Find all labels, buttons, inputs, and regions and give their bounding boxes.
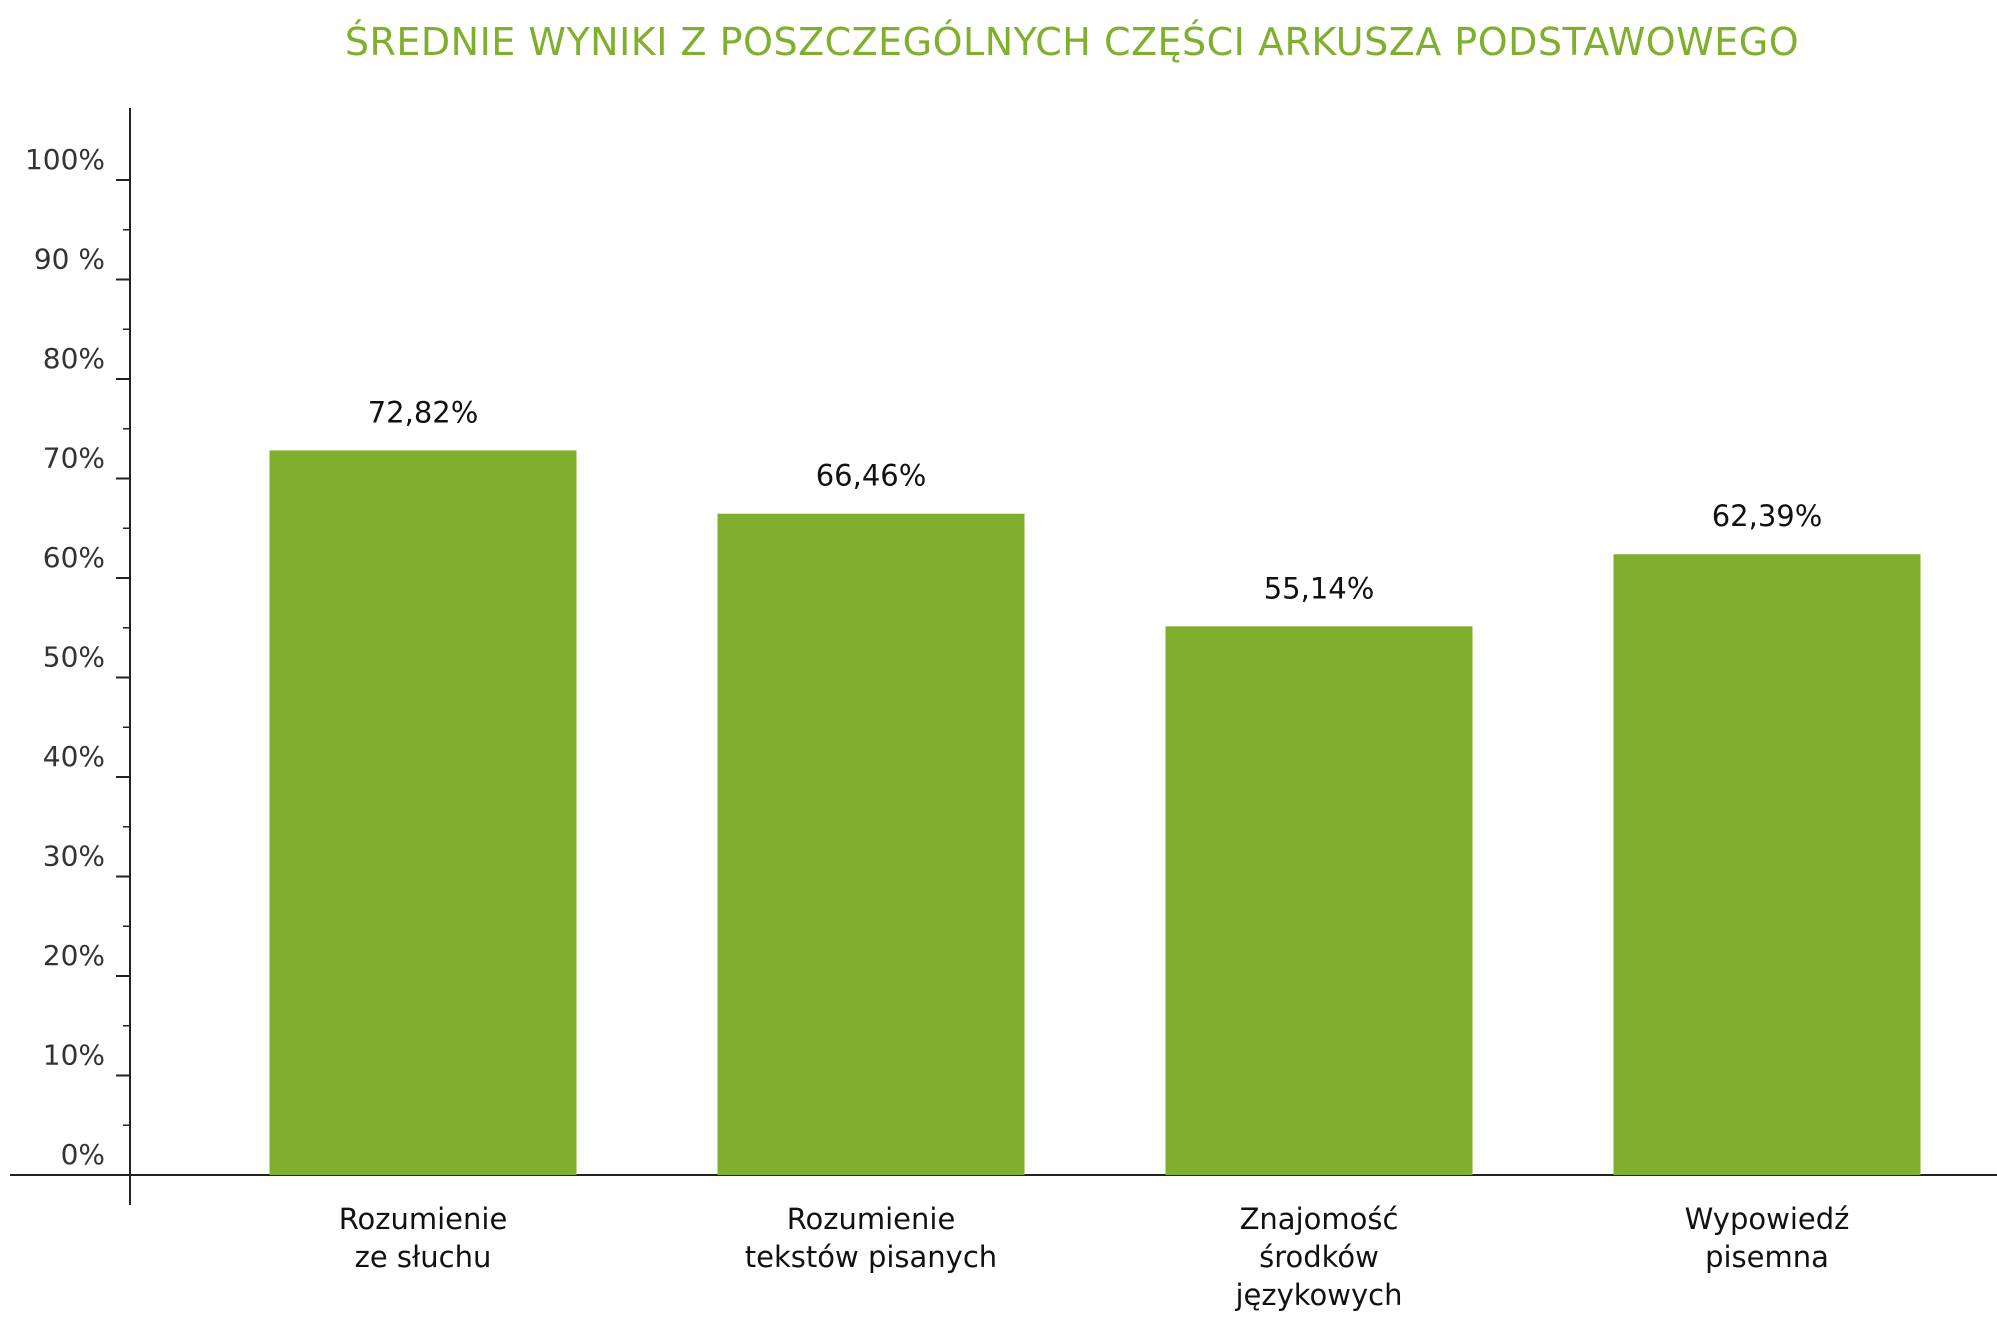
category-label-2: Rozumienie tekstów pisanych (745, 1202, 997, 1274)
y-tick-label: 10% (43, 1039, 105, 1072)
y-tick-label: 0% (61, 1138, 105, 1171)
y-tick-label: 90 % (34, 243, 105, 276)
y-tick-label: 30% (43, 840, 105, 873)
y-tick-label: 70% (43, 442, 105, 475)
y-tick-label: 40% (43, 740, 105, 773)
bar-1 (269, 450, 577, 1175)
y-axis-ticks: 0% 10% 20% 30% 40% 50% 60% 70% 80% 90 % 100% (25, 143, 130, 1176)
category-label-4: Wypowiedź pisemna (1685, 1202, 1850, 1274)
y-tick-label: 50% (43, 641, 105, 674)
bar-2 (717, 513, 1025, 1175)
y-tick-label: 80% (43, 342, 105, 375)
value-label-2: 66,46% (816, 459, 927, 493)
value-labels: 72,82% 66,46% 55,14% 62,39% (368, 395, 1823, 605)
category-label-1: Rozumienie ze słuchu (339, 1202, 508, 1274)
y-tick-label: 20% (43, 939, 105, 972)
category-label-3: Znajomość środków językowych (1235, 1202, 1403, 1312)
bars (269, 450, 1921, 1175)
value-label-1: 72,82% (368, 395, 479, 429)
y-tick-label: 60% (43, 541, 105, 574)
chart-title: ŚREDNIE WYNIKI Z POSZCZEGÓLNYCH CZĘŚCI A… (345, 20, 1799, 64)
category-labels: Rozumienie ze słuchu Rozumienie tekstów pis… (339, 1202, 1850, 1312)
value-label-4: 62,39% (1712, 499, 1823, 533)
bar-4 (1613, 554, 1921, 1175)
value-label-3: 55,14% (1264, 571, 1375, 605)
y-tick-label: 100% (25, 143, 105, 176)
bar-3 (1165, 626, 1473, 1175)
